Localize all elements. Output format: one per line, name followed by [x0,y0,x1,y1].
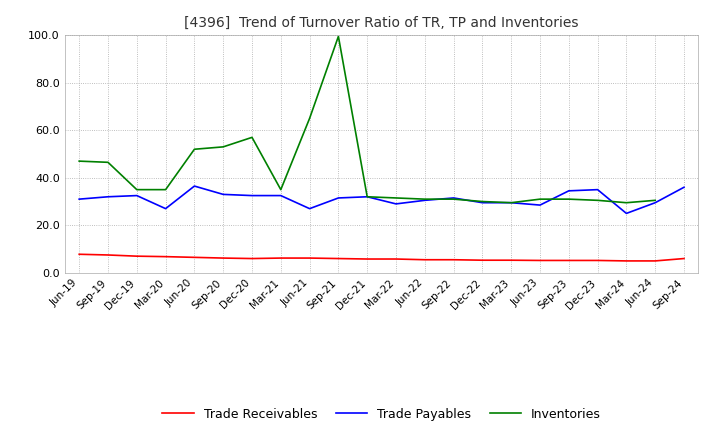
Inventories [305,116,314,121]
Trade Payables [104,194,112,199]
Trade Payables [449,195,458,201]
Trade Payables [564,188,573,194]
Legend: Trade Receivables, Trade Payables, Inventories: Trade Receivables, Trade Payables, Inven… [157,403,606,425]
Trade Receivables [593,258,602,263]
Trade Receivables [104,252,112,257]
Trade Payables [305,206,314,211]
Line: Trade Receivables: Trade Receivables [79,254,684,261]
Trade Receivables [248,256,256,261]
Trade Receivables [132,253,141,259]
Trade Receivables [305,256,314,261]
Trade Payables [507,200,516,205]
Trade Receivables [449,257,458,262]
Inventories [536,197,544,202]
Trade Payables [478,200,487,205]
Trade Payables [392,201,400,206]
Trade Payables [363,194,372,199]
Trade Receivables [507,257,516,263]
Line: Inventories: Inventories [79,37,655,203]
Trade Payables [593,187,602,192]
Trade Receivables [564,258,573,263]
Trade Payables [622,211,631,216]
Trade Payables [334,195,343,201]
Trade Payables [75,197,84,202]
Trade Receivables [420,257,429,262]
Inventories [507,200,516,205]
Trade Payables [420,198,429,203]
Inventories [190,147,199,152]
Inventories [622,200,631,205]
Trade Receivables [536,258,544,263]
Trade Receivables [219,256,228,261]
Trade Receivables [190,255,199,260]
Inventories [219,144,228,150]
Inventories [276,187,285,192]
Inventories [392,195,400,201]
Inventories [363,194,372,199]
Trade Receivables [75,252,84,257]
Trade Receivables [651,258,660,264]
Trade Payables [161,206,170,211]
Trade Receivables [276,256,285,261]
Trade Receivables [363,257,372,262]
Inventories [334,34,343,39]
Trade Receivables [478,257,487,263]
Trade Payables [248,193,256,198]
Inventories [75,158,84,164]
Trade Payables [680,185,688,190]
Trade Payables [536,202,544,208]
Line: Trade Payables: Trade Payables [79,186,684,213]
Trade Receivables [334,256,343,261]
Trade Payables [276,193,285,198]
Inventories [132,187,141,192]
Trade Payables [190,183,199,189]
Title: [4396]  Trend of Turnover Ratio of TR, TP and Inventories: [4396] Trend of Turnover Ratio of TR, TP… [184,16,579,30]
Inventories [420,197,429,202]
Inventories [161,187,170,192]
Inventories [104,160,112,165]
Trade Receivables [622,258,631,264]
Trade Payables [651,200,660,205]
Trade Payables [219,192,228,197]
Inventories [564,197,573,202]
Inventories [478,199,487,204]
Inventories [449,197,458,202]
Trade Receivables [392,257,400,262]
Inventories [248,135,256,140]
Trade Receivables [680,256,688,261]
Inventories [593,198,602,203]
Trade Receivables [161,254,170,259]
Inventories [651,198,660,203]
Trade Payables [132,193,141,198]
